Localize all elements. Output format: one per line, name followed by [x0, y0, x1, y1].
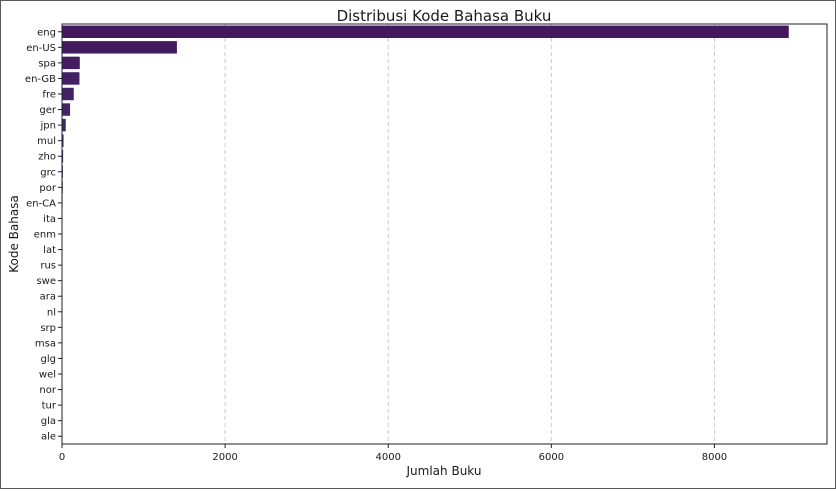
y-tick-label: por	[39, 183, 56, 194]
x-tick-label: 4000	[375, 452, 400, 463]
y-tick-label: spa	[38, 58, 56, 69]
y-tick-label: en-GB	[25, 74, 56, 85]
bar-spa	[62, 57, 80, 69]
x-tick-label: 8000	[702, 452, 727, 463]
bar-jpn	[62, 119, 66, 131]
chart-title: Distribusi Kode Bahasa Buku	[337, 7, 552, 25]
y-axis-label: Kode Bahasa	[7, 195, 21, 273]
y-tick-label: lat	[43, 245, 56, 256]
y-tick-label: en-CA	[26, 198, 56, 209]
y-tick-label: ale	[41, 432, 56, 443]
y-tick-label: fre	[42, 90, 56, 101]
y-tick-label: swe	[36, 276, 56, 287]
bar-fre	[62, 88, 74, 100]
y-tick-labels: eng en-US spa en-GB fre ger jpn mul zho grc por en-…	[25, 27, 62, 442]
y-tick-label: glg	[41, 354, 56, 365]
y-tick-label: nor	[39, 385, 56, 396]
y-tick-label: ita	[43, 214, 56, 225]
y-tick-label: msa	[35, 338, 56, 349]
y-tick-label: nl	[47, 307, 56, 318]
bar-ger	[62, 103, 70, 115]
y-tick-label: mul	[37, 136, 56, 147]
y-tick-label: grc	[40, 167, 56, 178]
bar-en-US	[62, 41, 177, 53]
y-tick-label: wel	[39, 370, 56, 381]
x-tick-labels: 0 2000 4000 6000 8000	[59, 444, 727, 463]
x-axis-label: Jumlah Buku	[406, 464, 482, 478]
x-tick-label: 0	[59, 452, 65, 463]
y-tick-label: eng	[37, 27, 56, 38]
plot-area-border	[62, 24, 827, 444]
grid-lines	[62, 24, 714, 444]
y-tick-label: srp	[40, 323, 56, 334]
y-tick-label: en-US	[26, 43, 56, 54]
y-tick-label: rus	[40, 261, 56, 272]
y-tick-label: zho	[38, 152, 56, 163]
y-tick-label: ara	[40, 292, 56, 303]
bars	[62, 26, 789, 443]
bar-eng	[62, 26, 789, 38]
x-tick-label: 6000	[539, 452, 564, 463]
y-tick-label: jpn	[40, 121, 56, 132]
y-tick-label: ger	[39, 105, 57, 116]
x-tick-label: 2000	[212, 452, 237, 463]
y-tick-label: enm	[34, 230, 56, 241]
y-tick-label: tur	[42, 401, 57, 412]
y-tick-label: gla	[41, 416, 56, 427]
bar-en-GB	[62, 72, 79, 84]
